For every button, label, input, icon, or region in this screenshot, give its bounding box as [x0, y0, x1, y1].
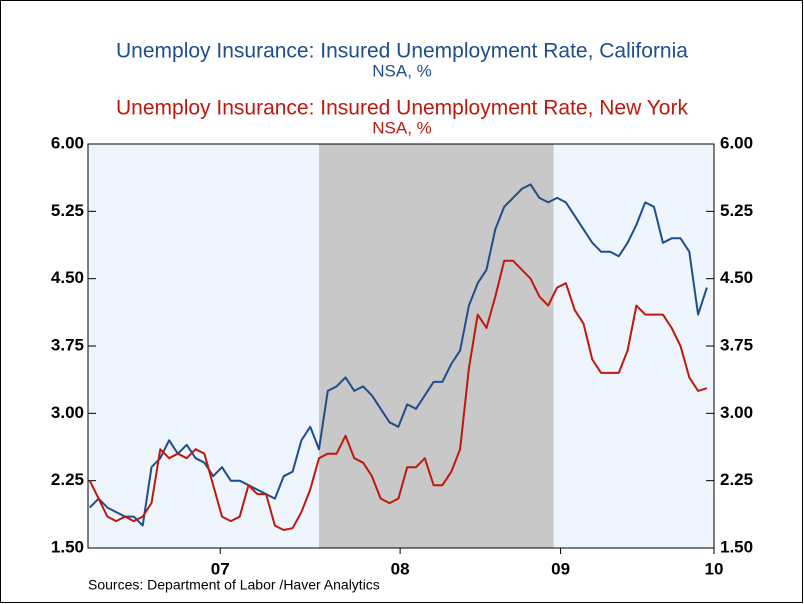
x-tick-label: 10 — [705, 559, 724, 578]
series-line — [89, 183, 708, 527]
series-line — [88, 259, 708, 531]
y-tick-label: 6.00 — [51, 133, 84, 152]
recession-shading — [319, 144, 554, 548]
x-tick-label: 09 — [551, 559, 570, 578]
plot-border — [87, 143, 715, 549]
x-tick-label: 08 — [391, 559, 410, 578]
y-tick-label: 1.50 — [51, 537, 84, 556]
chart-title: Unemploy Insurance: Insured Unemployment… — [116, 97, 688, 120]
y2-tick-label: 2.25 — [720, 470, 753, 489]
y-tick-label: 5.25 — [51, 201, 84, 220]
y-tick-label: 2.25 — [51, 470, 84, 489]
y-tick-label: 3.00 — [51, 403, 84, 422]
y-tick-label: 4.50 — [51, 268, 84, 287]
y2-tick-label: 6.00 — [720, 133, 753, 152]
chart-title: Unemploy Insurance: Insured Unemployment… — [116, 40, 688, 63]
y2-tick-label: 5.25 — [720, 201, 753, 220]
chart-subtitle: NSA, % — [372, 61, 432, 80]
y2-tick-label: 4.50 — [720, 268, 753, 287]
x-tick-label: 07 — [211, 559, 230, 578]
chart-subtitle: NSA, % — [372, 118, 432, 137]
y2-tick-label: 3.75 — [720, 335, 753, 354]
y2-tick-label: 3.00 — [720, 403, 753, 422]
source-note: Sources: Department of Labor /Haver Anal… — [88, 577, 380, 593]
y-tick-label: 3.75 — [51, 335, 84, 354]
y2-tick-label: 1.50 — [720, 537, 753, 556]
